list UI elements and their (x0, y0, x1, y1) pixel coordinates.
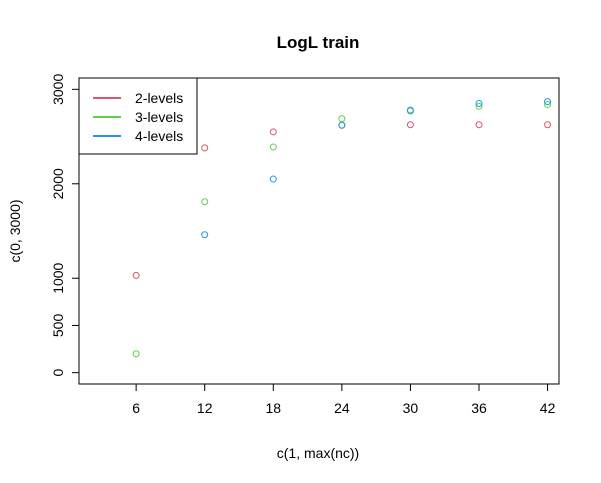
y-tick-label: 0 (50, 369, 66, 377)
x-tick-label: 30 (403, 400, 419, 416)
x-tick-label: 6 (132, 400, 140, 416)
point-series-1 (475, 121, 483, 129)
point-series-3 (338, 121, 346, 129)
point-series-3 (201, 231, 209, 239)
x-tick-label: 36 (471, 400, 487, 416)
y-axis-label: c(0, 3000) (7, 199, 23, 262)
point-series-2 (201, 198, 209, 206)
legend: 2-levels 3-levels 4-levels (78, 77, 198, 155)
legend-label: 3-levels (135, 109, 183, 125)
y-tick-label: 1000 (50, 262, 66, 293)
y-tick-label: 500 (50, 314, 66, 338)
data-points (132, 98, 552, 358)
point-series-1 (544, 121, 552, 129)
point-series-2 (132, 350, 140, 358)
x-axis: 6 12 18 24 30 36 42 (132, 383, 556, 416)
point-series-2 (475, 102, 483, 110)
point-series-3 (406, 106, 414, 114)
x-tick-label: 18 (265, 400, 281, 416)
point-series-1 (269, 128, 277, 136)
y-tick-label: 3000 (50, 74, 66, 105)
point-series-2 (269, 143, 277, 151)
chart-title: LogL train (277, 33, 360, 52)
point-series-1 (406, 121, 414, 129)
point-series-2 (338, 115, 346, 123)
x-tick-label: 42 (540, 400, 556, 416)
x-axis-label: c(1, max(nc)) (277, 445, 359, 461)
point-series-3 (544, 98, 552, 106)
x-tick-label: 24 (334, 400, 350, 416)
point-series-3 (269, 175, 277, 183)
point-series-3 (475, 100, 483, 107)
point-series-2 (544, 100, 552, 108)
point-series-1 (201, 144, 209, 152)
y-tick-label: 2000 (50, 168, 66, 199)
legend-label: 2-levels (135, 90, 183, 106)
legend-label: 4-levels (135, 128, 183, 144)
x-tick-label: 12 (197, 400, 213, 416)
point-series-1 (132, 271, 140, 279)
y-axis: 0 500 1000 2000 3000 (50, 74, 80, 377)
